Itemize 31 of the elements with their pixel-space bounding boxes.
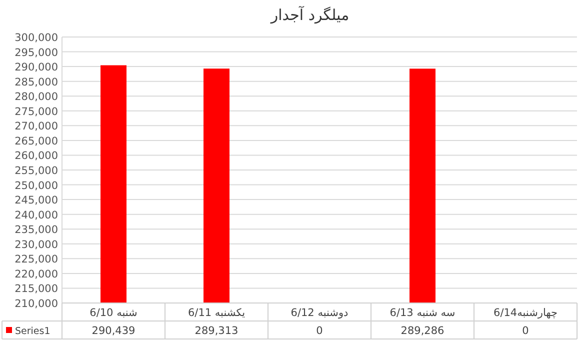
y-tick-label: 220,000: [14, 268, 58, 280]
y-tick-label: 300,000: [14, 32, 58, 44]
y-tick-label: 230,000: [14, 238, 58, 251]
data-label: 289,313: [194, 325, 238, 337]
y-tick-label: 275,000: [14, 106, 58, 118]
y-tick-label: 240,000: [14, 209, 58, 222]
data-label: 289,286: [400, 325, 445, 337]
y-tick-label: 280,000: [14, 91, 58, 104]
x-tick-label: یکشنبه 6/11: [188, 307, 246, 319]
chart-title: میلگرد آجدار: [270, 5, 350, 24]
y-tick-label: 290,000: [14, 62, 58, 74]
text: 0: [316, 325, 323, 337]
x-tick-label: چهارشنبه6/14: [494, 307, 558, 319]
y-tick-label: 255,000: [14, 165, 58, 177]
y-tick-label: 245,000: [14, 194, 58, 207]
y-tick-label: 260,000: [14, 150, 58, 162]
y-tick-label: 285,000: [14, 76, 58, 88]
y-tick-label: 215,000: [14, 283, 58, 296]
text: 0: [522, 325, 529, 337]
x-tick-label: شنبه 6/10: [90, 307, 138, 319]
y-tick-label: 235,000: [14, 224, 58, 236]
y-tick-label: 270,000: [14, 120, 58, 133]
y-tick-label: 295,000: [14, 46, 58, 59]
y-tick-label: 210,000: [14, 298, 58, 310]
x-tick-label: سه شنبه 6/13: [390, 307, 456, 319]
y-tick-label: 225,000: [14, 254, 58, 266]
data-label: 290,439: [92, 325, 136, 337]
y-tick-label: 265,000: [14, 135, 58, 148]
legend-label: Series1: [15, 326, 50, 337]
y-tick-label: 250,000: [14, 180, 58, 192]
x-tick-label: دوشنبه 6/12: [290, 307, 349, 319]
